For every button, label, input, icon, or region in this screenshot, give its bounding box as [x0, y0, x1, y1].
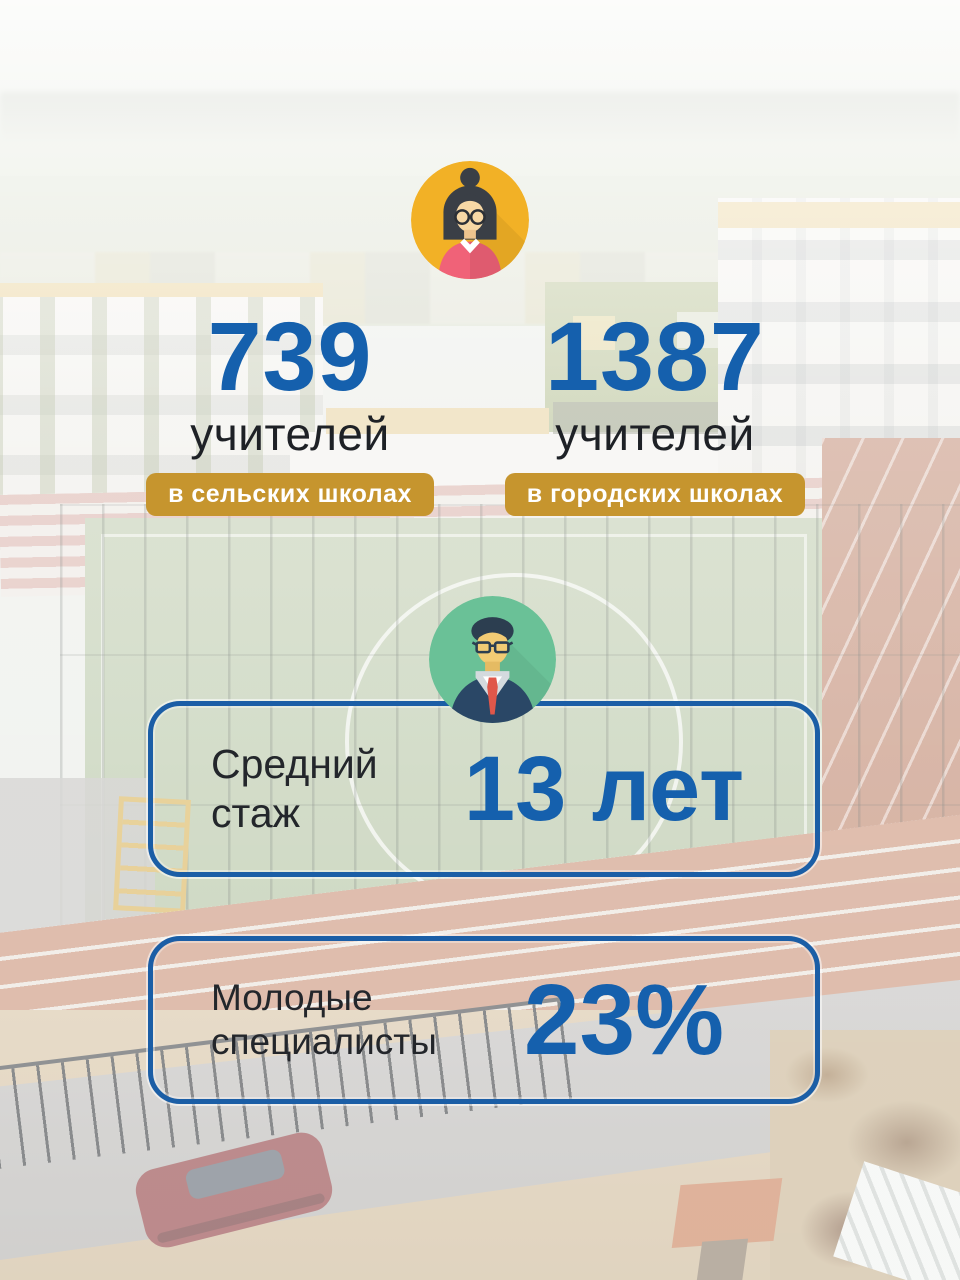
rural-teachers-count: 739 [207, 302, 373, 411]
rural-teachers-unit: учителей [190, 408, 390, 460]
young-specialists-label: Молодые специалисты [211, 976, 437, 1062]
male-teacher-icon [429, 596, 556, 723]
stat-urban-teachers: 1387 учителей в городских школах [470, 308, 840, 516]
stat-rural-teachers: 739 учителей в сельских школах [110, 308, 470, 516]
average-experience-value: 13 лет [463, 738, 745, 840]
urban-teachers-count: 1387 [545, 302, 765, 411]
rural-schools-badge: в сельских школах [146, 473, 434, 516]
average-experience-label: Средний стаж [211, 740, 378, 836]
young-specialists-box: Молодые специалисты 23% [148, 936, 820, 1104]
average-experience-box: Средний стаж 13 лет [148, 701, 820, 877]
young-specialists-value: 23% [523, 964, 725, 1076]
urban-schools-badge: в городских школах [504, 473, 806, 516]
urban-teachers-unit: учителей [555, 408, 755, 460]
female-teacher-icon [411, 161, 529, 279]
